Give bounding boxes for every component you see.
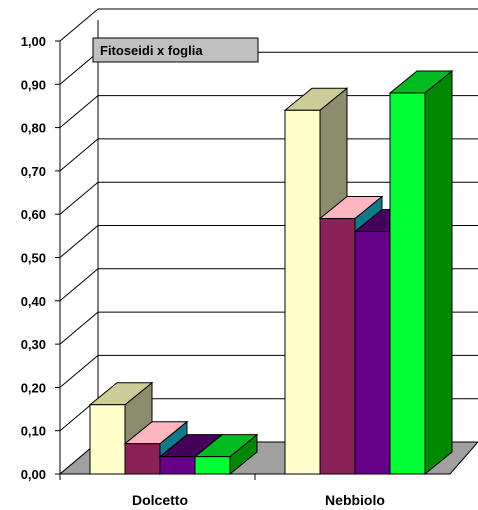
gridline-connector <box>59 355 99 388</box>
bar <box>194 456 231 475</box>
bar <box>389 92 426 475</box>
bar <box>284 109 321 475</box>
x-category-label: Dolcetto <box>132 492 188 508</box>
bar <box>354 231 391 475</box>
y-tick-label: 0,80 <box>21 121 46 136</box>
y-tick-label: 0,10 <box>21 424 46 439</box>
y-tick-label: 0,70 <box>21 164 46 179</box>
y-tick-label: 0,30 <box>21 337 46 352</box>
y-tick-label: 0,20 <box>21 380 46 395</box>
title-box: Fitoseidi x foglia <box>92 37 259 63</box>
y-tick-label: 0,40 <box>21 294 46 309</box>
bars <box>88 69 454 476</box>
gridline-connector <box>59 51 99 85</box>
bar <box>124 443 161 475</box>
y-tick-label: 0,00 <box>21 467 46 482</box>
y-tick-label: 0,60 <box>21 207 46 222</box>
gridline-connector <box>59 95 99 128</box>
y-tick-label: 0,90 <box>21 77 46 92</box>
bar <box>319 218 356 475</box>
gridline-connector <box>59 8 99 42</box>
bar-side <box>424 69 453 476</box>
gridline-connector <box>59 311 99 345</box>
gridline-connector <box>59 181 99 215</box>
gridline-connector <box>59 138 99 172</box>
bar <box>159 456 196 475</box>
chart-title: Fitoseidi x foglia <box>100 43 203 58</box>
y-tick-label: 1,00 <box>21 34 46 49</box>
x-category-label: Nebbiolo <box>325 492 385 508</box>
gridline-connector <box>59 225 99 258</box>
title-box-background <box>92 37 259 63</box>
bar <box>89 404 126 475</box>
tick-labels: 0,00 0,10 0,20 0,30 0,40 0,50 0,60 0,70 0,80 0,90… <box>21 34 385 508</box>
gridline-connector <box>59 268 99 302</box>
y-tick-label: 0,50 <box>21 251 46 266</box>
